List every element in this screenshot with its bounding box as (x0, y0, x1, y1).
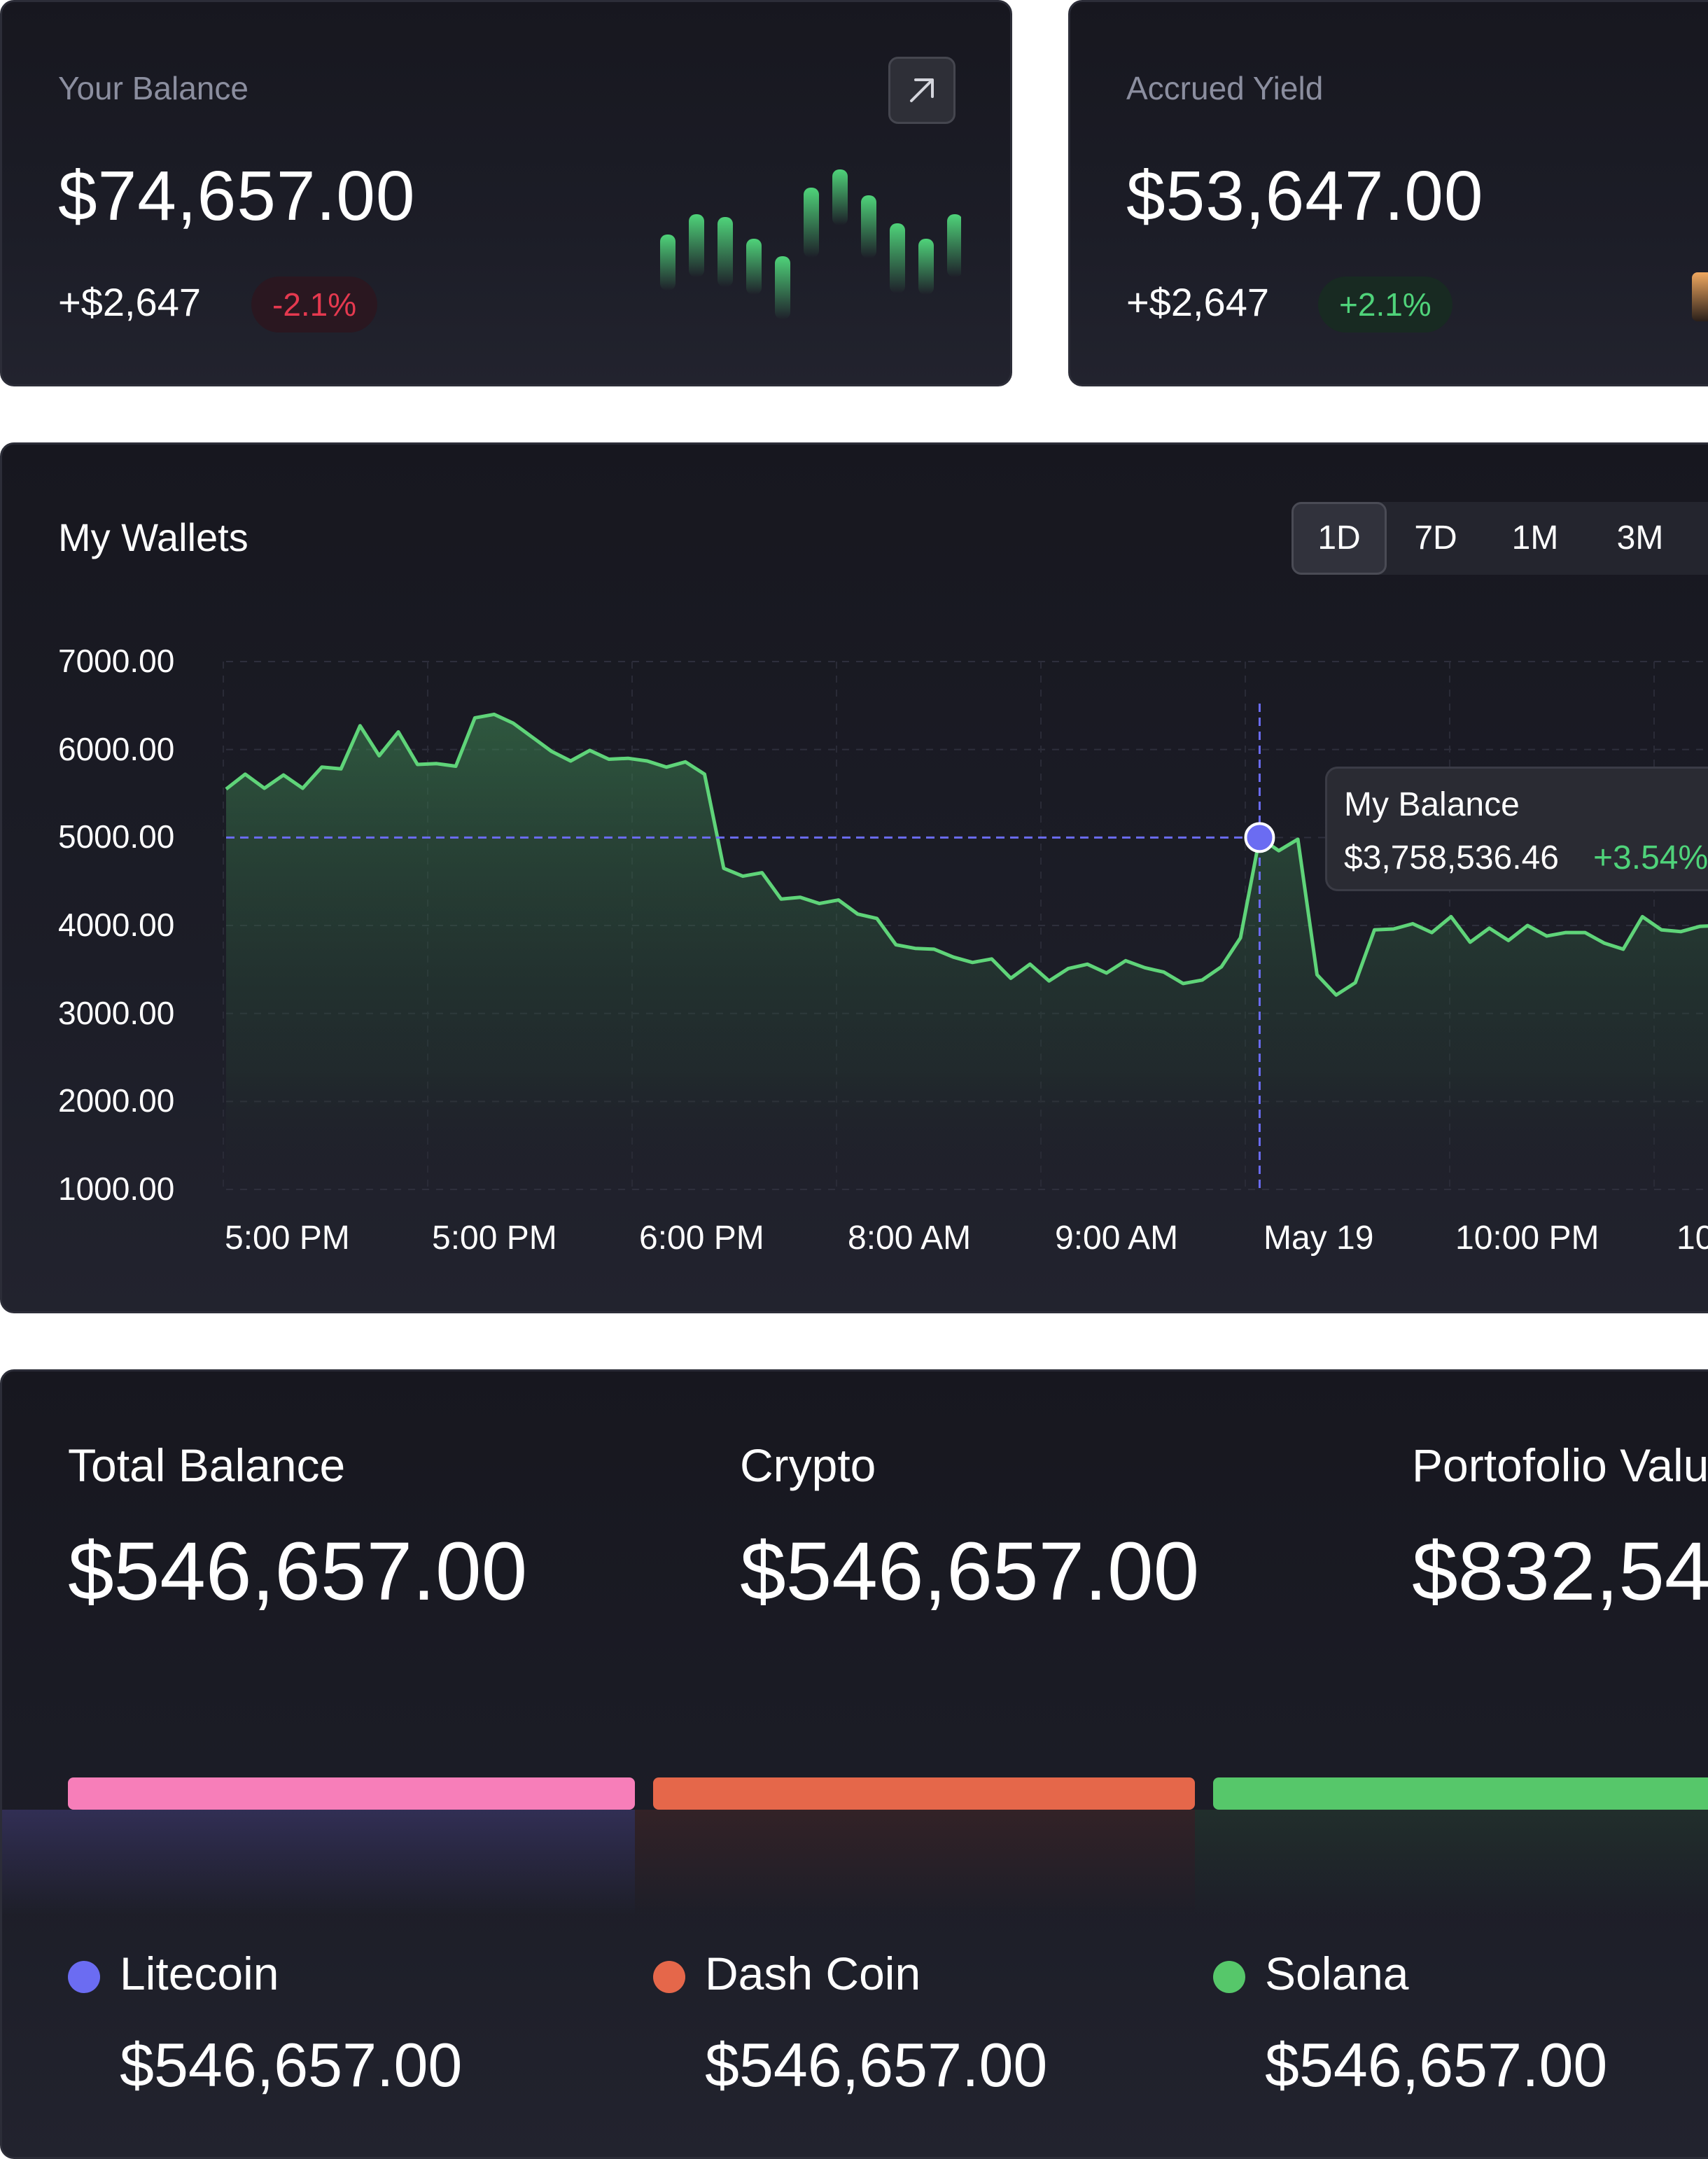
x-axis-tick-label: 10:0 (1676, 1220, 1708, 1257)
range-7d-button[interactable]: 7D (1414, 519, 1457, 557)
balance-change: +$2,647 (58, 280, 201, 324)
allocation-segment-litecoin (68, 1777, 635, 1810)
solana-dot (1213, 1961, 1245, 1993)
chart-highlight-point[interactable] (1244, 822, 1275, 853)
total-balance-value: $546,657.00 (68, 1525, 528, 1618)
y-axis-tick-label: 5000.00 (58, 818, 175, 855)
yield-value: $53,647.00 (1126, 157, 1484, 235)
x-axis-tick-label: 5:00 PM (432, 1220, 557, 1257)
balance-change-badge: -2.1% (251, 277, 378, 333)
yield-change-badge: +2.1% (1318, 277, 1452, 333)
chart-series-line (225, 712, 1708, 997)
litecoin-dot (68, 1961, 100, 1993)
range-selector: 1D 7D 1M 3M (1292, 502, 1708, 575)
sparkline-bar (947, 214, 961, 277)
balance-card: Your Balance $74,657.00 +$2,647 -2.1% (0, 0, 1012, 386)
portfolio-value-label: Portofolio Value (1412, 1439, 1708, 1491)
solana-name: Solana (1265, 1948, 1409, 1999)
y-axis-tick-label: 2000.00 (58, 1082, 175, 1119)
x-axis-tick-label: 10:00 PM (1455, 1220, 1600, 1257)
expand-button[interactable] (888, 57, 955, 124)
sparkline-bar (660, 235, 676, 291)
balance-sparkline (660, 169, 961, 319)
sparkline-bar (689, 214, 704, 277)
tooltip-value: $3,758,536.46 (1344, 839, 1559, 876)
x-axis-tick-label: 6:00 PM (639, 1220, 764, 1257)
tooltip-change: +3.54% (1593, 839, 1708, 876)
allocation-segment-dash (653, 1777, 1195, 1810)
y-axis-tick-label: 4000.00 (58, 907, 175, 943)
y-axis-tick-label: 6000.00 (58, 730, 175, 767)
sparkline-bar (890, 223, 905, 293)
y-axis-tick-label: 3000.00 (58, 994, 175, 1031)
yield-card: Accrued Yield $53,647.00 +$2,647 +2.1% (1068, 0, 1708, 386)
chart-area-fill (226, 714, 1708, 1189)
litecoin-value: $546,657.00 (120, 2030, 463, 2099)
solana-value: $546,657.00 (1265, 2030, 1608, 2099)
dash-coin-name: Dash Coin (705, 1948, 921, 1999)
allocation-glow-dash (635, 1810, 1195, 1915)
allocation-segment-solana (1213, 1777, 1708, 1810)
dash-coin-dot (653, 1961, 685, 1993)
y-axis-tick-label: 1000.00 (58, 1171, 175, 1207)
sparkline-bar (804, 188, 819, 258)
wallet-balance-chart (223, 661, 1708, 1190)
arrow-up-right-icon (910, 78, 934, 102)
sparkline-bar (918, 239, 934, 295)
yield-label: Accrued Yield (1126, 70, 1324, 106)
chart-tooltip: My Balance $3,758,536.46 +3.54% (1325, 767, 1708, 891)
y-axis-tick-label: 7000.00 (58, 643, 175, 679)
tooltip-title: My Balance (1344, 786, 1520, 823)
x-axis-tick-label: 5:00 PM (225, 1220, 350, 1257)
sparkline-bar (775, 256, 790, 319)
yield-change: +$2,647 (1126, 280, 1269, 324)
allocation-glow-solana (1195, 1810, 1708, 1915)
sparkline-bar (746, 239, 762, 295)
sparkline-bar (718, 217, 733, 287)
allocation-glow-litecoin (2, 1810, 635, 1915)
litecoin-name: Litecoin (120, 1948, 279, 1999)
balance-label: Your Balance (58, 70, 248, 106)
crypto-value: $546,657.00 (740, 1525, 1200, 1618)
range-1d-button[interactable]: 1D (1292, 502, 1387, 575)
crypto-label: Crypto (740, 1439, 876, 1491)
dash-coin-value: $546,657.00 (705, 2030, 1048, 2099)
sparkline-bar (832, 169, 848, 225)
wallets-card: My Wallets 1D 7D 1M 3M My Balance $3,758… (0, 442, 1708, 1313)
total-balance-label: Total Balance (68, 1439, 346, 1491)
range-1m-button[interactable]: 1M (1511, 519, 1559, 557)
yield-bar-decoration (1692, 272, 1708, 321)
range-3m-button[interactable]: 3M (1616, 519, 1664, 557)
wallets-title: My Wallets (58, 515, 248, 559)
portfolio-value: $832,546.00 (1412, 1525, 1708, 1618)
x-axis-tick-label: 9:00 AM (1055, 1220, 1179, 1257)
sparkline-bar (861, 195, 876, 258)
x-axis-tick-label: 8:00 AM (848, 1220, 972, 1257)
balance-value: $74,657.00 (58, 157, 416, 235)
totals-card: Total Balance $546,657.00 Crypto $546,65… (0, 1369, 1708, 2159)
x-axis-tick-label: May 19 (1264, 1220, 1374, 1257)
